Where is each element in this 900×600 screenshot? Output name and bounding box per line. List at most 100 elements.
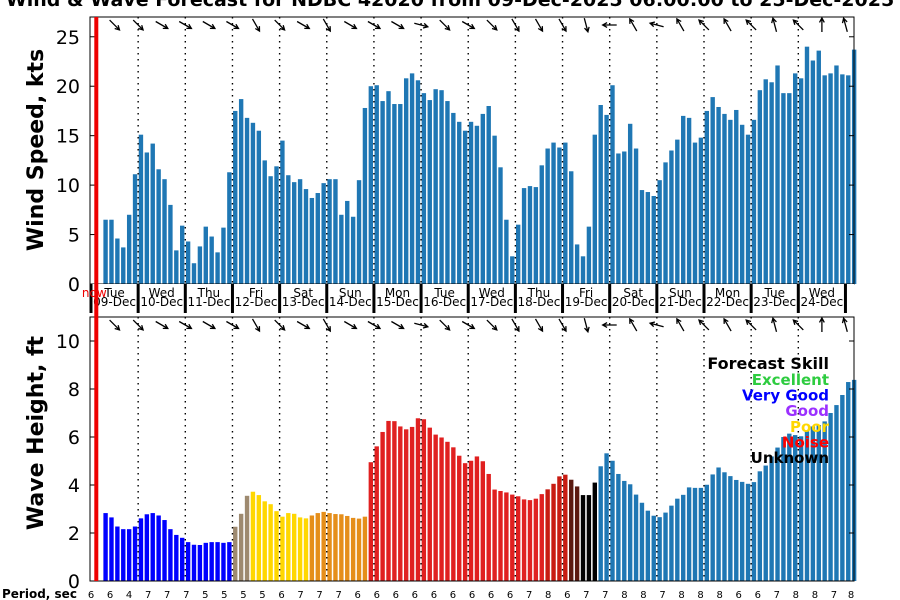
wind-direction-arrow-icon <box>155 20 169 30</box>
wind-bar <box>751 119 757 284</box>
day-of-week-label: Tue <box>103 286 125 300</box>
wind-bar <box>574 244 580 284</box>
period-tick-label: 7 <box>183 590 189 600</box>
wave-bar <box>692 487 698 581</box>
period-tick-label: 7 <box>774 590 780 600</box>
y-tick-label: 5 <box>68 225 80 247</box>
wave-bar <box>616 473 621 581</box>
wave-bar <box>569 479 574 581</box>
wave-bar <box>227 542 232 581</box>
wind-bar <box>256 130 262 284</box>
wave-bar <box>804 431 810 581</box>
wind-bar <box>728 119 733 284</box>
wave-bar <box>215 542 220 581</box>
wind-bar <box>109 219 114 284</box>
day-of-week-label: Fri <box>579 286 593 300</box>
wind-bar <box>675 139 680 284</box>
period-tick-label: 7 <box>659 590 665 600</box>
wave-bar <box>745 483 751 581</box>
day-of-week-label: Fri <box>249 286 263 300</box>
date-label: 15-Dec <box>376 295 419 309</box>
wind-bar <box>816 50 821 285</box>
wind-bar <box>427 100 432 284</box>
wind-bar <box>392 104 397 285</box>
wave-bar <box>327 513 332 581</box>
wind-bar <box>604 114 609 285</box>
wind-bar <box>103 219 108 284</box>
period-row: Period, sec 6 6 4 7 7 7 5 5 5 5 6 7 7 7 6 6 6 6 6 6 6 6 6 7 8 6 7 7… <box>2 587 854 600</box>
wave-bar <box>297 517 303 581</box>
wave-bar <box>657 517 662 581</box>
wind-bar <box>415 80 421 284</box>
wave-bars <box>103 379 857 581</box>
wind-direction-arrow-icon <box>792 319 804 331</box>
wind-direction-arrow-icon <box>414 22 430 29</box>
wave-bar <box>162 520 167 581</box>
period-tick-label: 6 <box>412 590 418 600</box>
wind-bar <box>557 147 562 284</box>
wind-bar <box>810 60 816 285</box>
wind-bar <box>368 86 374 284</box>
wave-bar <box>221 542 226 581</box>
wave-bar <box>380 431 385 581</box>
wind-bar <box>439 90 444 285</box>
wind-bar <box>191 263 197 284</box>
period-tick-label: 6 <box>355 590 361 600</box>
wind-bar <box>651 195 656 284</box>
wave-bar <box>274 511 279 581</box>
date-label: 23-Dec <box>753 295 796 309</box>
wind-direction-arrow-icon <box>132 19 145 31</box>
wind-bar <box>150 143 155 284</box>
period-axis-label: Period, sec <box>2 587 77 600</box>
wave-y-axis-label: Wave Height, ft <box>24 335 49 530</box>
wave-bar <box>645 510 651 581</box>
wave-bar <box>498 491 503 581</box>
wind-bar <box>798 78 804 284</box>
wind-bar <box>380 101 385 284</box>
wind-bar <box>492 135 497 284</box>
wind-bar <box>822 75 827 284</box>
wind-bar <box>345 200 350 284</box>
wave-bar <box>533 498 539 581</box>
y-tick-label: 2 <box>68 523 80 545</box>
wind-direction-arrow-icon <box>792 19 804 31</box>
date-label: 21-Dec <box>659 295 702 309</box>
wave-bar <box>309 515 315 581</box>
period-tick-label: 4 <box>126 590 132 600</box>
wind-bar <box>132 174 138 284</box>
wind-bar <box>527 186 533 284</box>
wave-bar <box>451 447 456 581</box>
wave-bar <box>339 514 344 581</box>
wind-bar <box>286 175 291 284</box>
period-tick-label: 7 <box>583 590 589 600</box>
wave-bar <box>244 495 250 581</box>
wave-bar <box>728 476 733 581</box>
wind-direction-arrow-icon <box>367 20 382 30</box>
wind-direction-arrow-icon <box>558 18 567 33</box>
period-tick-label: 7 <box>526 590 532 600</box>
wave-bar <box>527 500 533 581</box>
period-tick-label: 8 <box>812 590 818 600</box>
wind-direction-arrows <box>109 16 848 34</box>
wind-bar <box>734 109 739 285</box>
wind-direction-arrow-icon <box>558 318 567 333</box>
wave-bar <box>610 460 615 581</box>
wave-bar <box>563 474 568 581</box>
wave-bar <box>350 517 356 581</box>
wave-bar <box>810 426 816 581</box>
wind-direction-arrow-icon <box>251 18 261 33</box>
wind-direction-arrow-icon <box>226 20 240 30</box>
wind-direction-arrow-icon <box>629 317 638 332</box>
y-tick-label: 15 <box>56 126 80 148</box>
wave-bar <box>103 513 108 581</box>
legend-entry: Unknown <box>751 449 829 467</box>
wave-bar <box>651 515 656 581</box>
wind-direction-arrow-icon <box>109 319 121 331</box>
wind-bar <box>563 142 568 284</box>
period-tick-label: 6 <box>736 590 742 600</box>
wave-bar <box>675 498 680 581</box>
wind-bar <box>663 162 668 284</box>
wave-bar <box>409 426 415 581</box>
wave-bar <box>185 542 191 581</box>
wind-direction-arrow-icon <box>676 317 685 332</box>
